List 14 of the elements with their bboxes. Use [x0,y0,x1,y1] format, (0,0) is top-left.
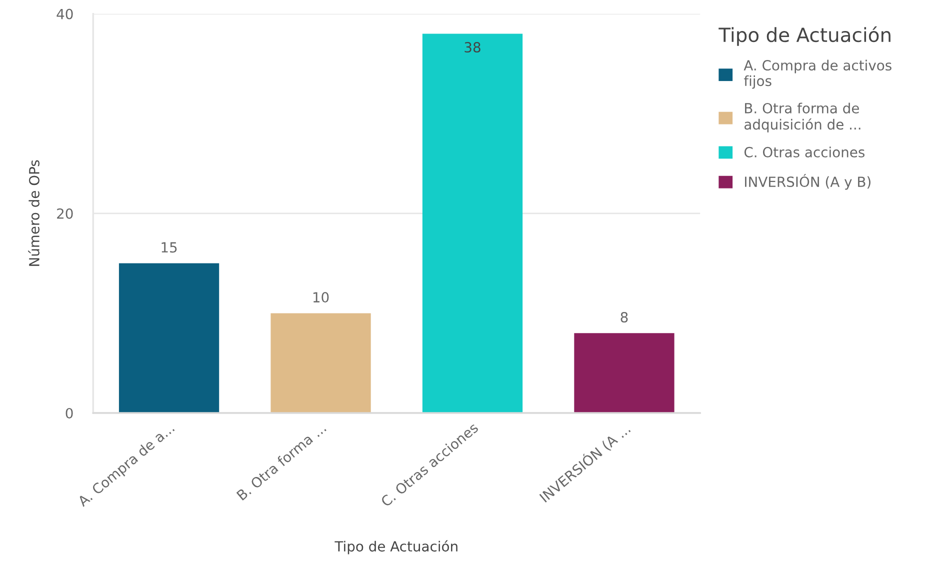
y-tick-label: 0 [66,408,73,418]
legend-label: A. Compra de activos fijos [744,60,892,89]
legend-label: INVERSIÓN (A y B) [745,174,870,190]
legend-label: C. Otras acciones [744,146,864,158]
y-axis-title: Número de OPs [28,160,40,266]
y-tick-label: 20 [57,208,73,219]
legend-title: Tipo de Actuación [718,26,890,46]
data-label: 38 [464,42,480,53]
data-label: 8 [620,312,628,322]
data-label: 10 [313,292,329,303]
data-label: 15 [162,242,177,253]
legend-label: B. Otra forma de adquisición de ... [744,102,860,132]
y-tick-label: 40 [56,8,73,20]
x-axis-title: Tipo de Actuación [334,540,458,554]
